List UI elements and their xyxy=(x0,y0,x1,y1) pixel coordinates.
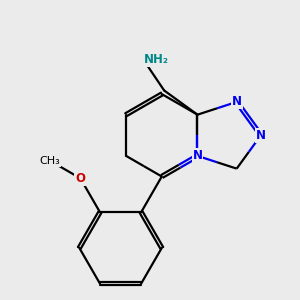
Text: NH₂: NH₂ xyxy=(143,53,168,66)
Text: N: N xyxy=(193,149,202,162)
Text: N: N xyxy=(232,95,242,108)
Text: O: O xyxy=(75,172,85,185)
Text: CH₃: CH₃ xyxy=(40,156,60,166)
Text: N: N xyxy=(256,129,266,142)
